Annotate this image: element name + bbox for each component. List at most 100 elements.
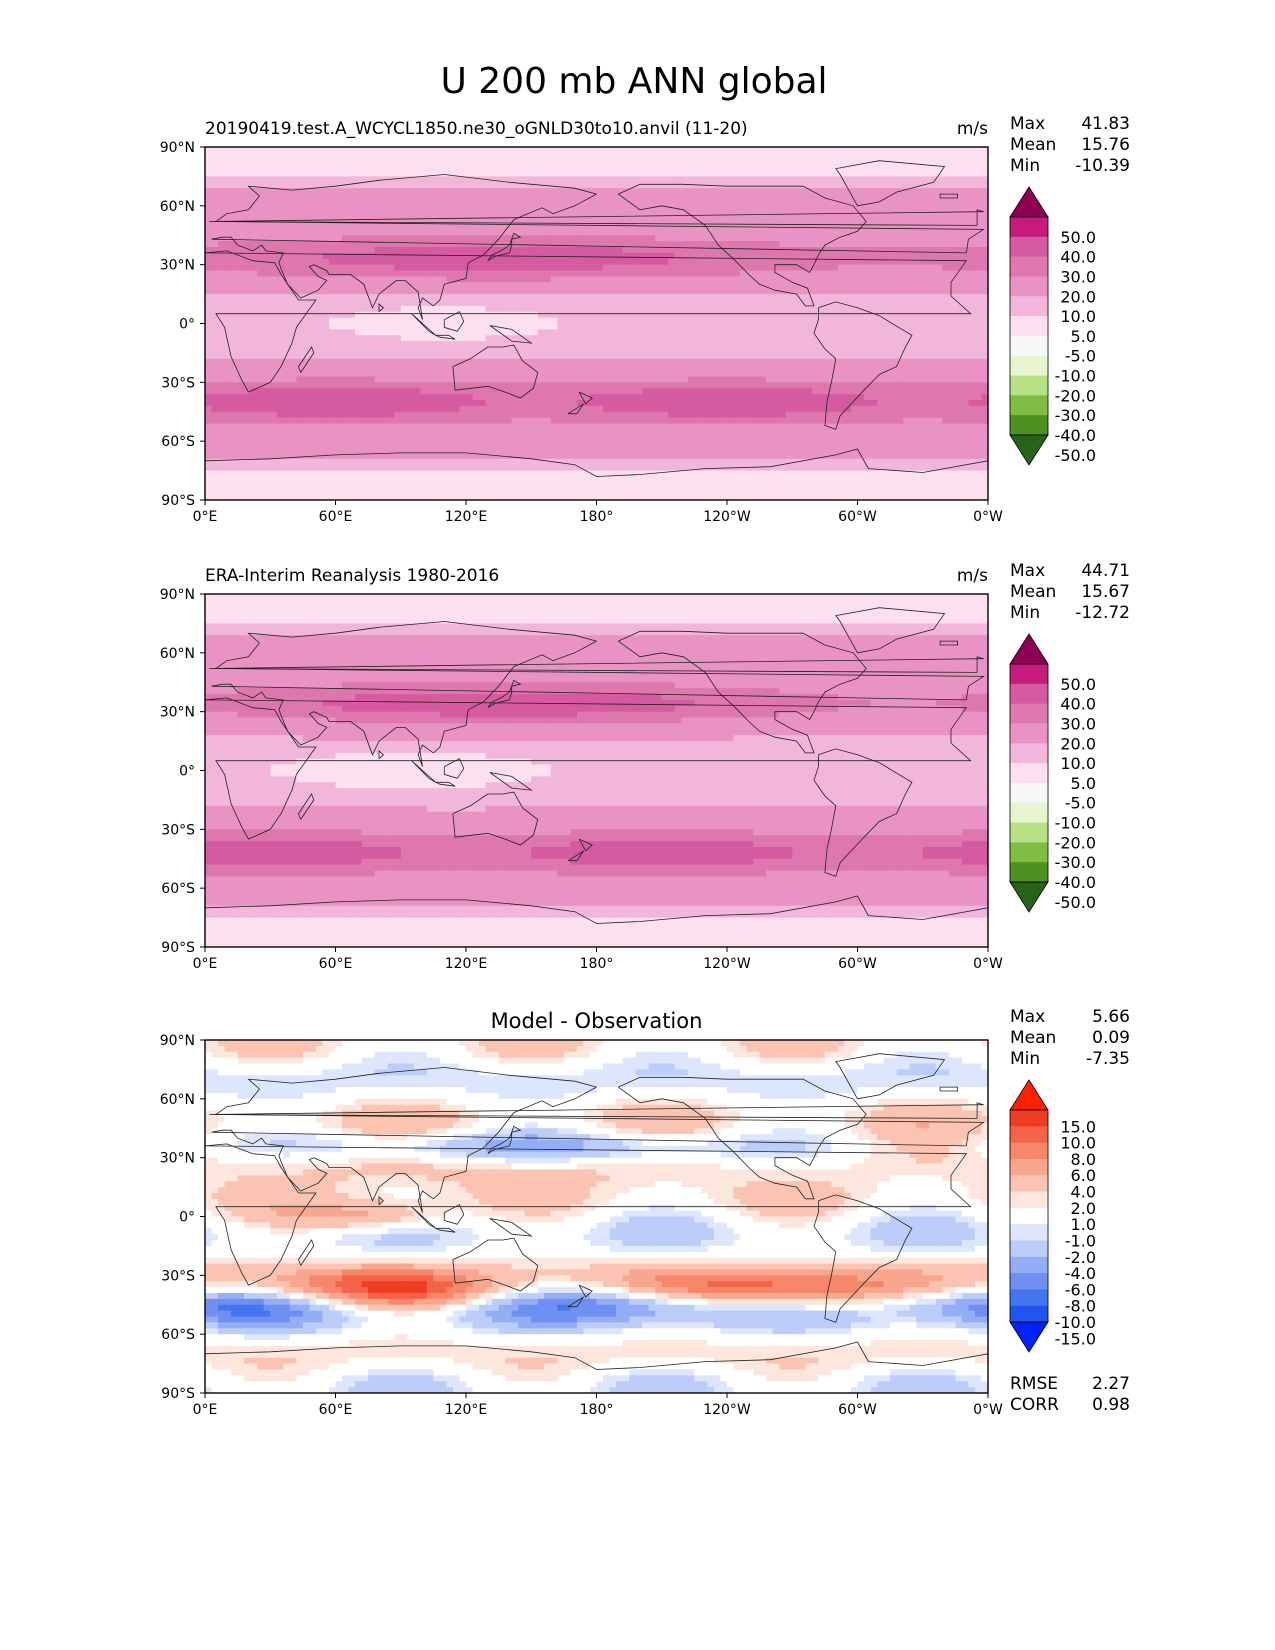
field-cell <box>727 335 735 342</box>
field-cell <box>596 252 604 260</box>
field-cell <box>211 276 219 283</box>
field-cell <box>348 199 356 207</box>
field-cell <box>550 382 558 389</box>
field-cell <box>459 158 467 166</box>
field-cell <box>557 382 565 389</box>
field-cell <box>713 164 722 172</box>
field-cell <box>563 341 572 348</box>
field-cell <box>929 370 937 378</box>
field-cell <box>563 370 572 378</box>
field-cell <box>622 264 630 272</box>
field-cell <box>779 158 787 166</box>
field-cell <box>648 223 656 230</box>
field-cell <box>922 205 930 213</box>
field-cell <box>472 152 480 160</box>
field-cell <box>740 323 748 330</box>
field-cell <box>870 258 878 266</box>
field-cell <box>877 199 885 207</box>
field-cell <box>394 158 402 166</box>
field-cell <box>655 323 663 330</box>
field-cell <box>563 352 572 360</box>
field-cell <box>700 270 709 278</box>
field-cell <box>746 288 754 295</box>
field-cell <box>622 158 630 166</box>
field-cell <box>387 152 395 160</box>
field-cell <box>420 276 428 283</box>
field-cell <box>903 188 911 195</box>
field-cell <box>394 364 402 372</box>
field-cell <box>433 252 441 260</box>
field-cell <box>818 176 826 183</box>
field-cell <box>968 270 976 278</box>
field-cell <box>733 288 741 295</box>
field-cell <box>968 170 976 178</box>
field-cell <box>452 235 461 242</box>
field-cell <box>648 341 656 348</box>
field-cell <box>420 364 428 372</box>
field-cell <box>250 282 258 289</box>
field-cell <box>870 170 878 178</box>
field-cell <box>328 335 337 342</box>
field-cell <box>609 311 617 319</box>
field-cell <box>413 270 421 278</box>
field-cell <box>492 164 500 172</box>
field-cell <box>727 147 735 154</box>
field-cell <box>700 382 709 389</box>
field-cell <box>929 194 937 201</box>
field-cell <box>981 370 988 378</box>
field-cell <box>276 352 284 360</box>
field-cell <box>459 217 467 225</box>
field-cell <box>342 382 350 389</box>
field-cell <box>355 229 363 236</box>
field-cell <box>968 229 976 236</box>
field-cell <box>648 247 656 254</box>
panels: 20190419.test.A_WCYCL1850.ne30_oGNLD30to… <box>160 114 1130 1418</box>
field-cell <box>596 182 604 189</box>
field-cell <box>864 199 872 207</box>
field-cell <box>818 229 826 236</box>
field-cell <box>505 323 513 330</box>
field-cell <box>296 164 304 172</box>
field-cell <box>766 364 774 372</box>
field-cell <box>270 158 278 166</box>
field-cell <box>315 305 324 313</box>
field-cell <box>753 288 761 295</box>
field-cell <box>524 235 532 242</box>
field-cell <box>681 235 689 242</box>
field-cell <box>648 264 656 272</box>
field-cell <box>629 323 637 330</box>
field-cell <box>583 323 591 330</box>
field-cell <box>211 152 219 160</box>
field-cell <box>276 194 284 201</box>
field-cell <box>929 147 937 154</box>
field-cell <box>531 294 539 301</box>
field-cell <box>616 217 624 225</box>
field-cell <box>231 358 239 366</box>
field-cell <box>381 170 389 178</box>
field-cell <box>713 288 722 295</box>
field-cell <box>857 352 865 360</box>
field-cell <box>335 335 343 342</box>
field-cell <box>968 152 976 160</box>
field-cell <box>498 276 506 283</box>
field-cell <box>205 258 213 266</box>
field-cell <box>276 317 284 325</box>
field-cell <box>583 376 591 383</box>
field-cell <box>909 282 917 289</box>
field-cell <box>537 347 545 354</box>
field-cell <box>557 276 565 283</box>
field-cell <box>877 147 885 154</box>
field-cell <box>550 294 558 301</box>
field-cell <box>674 358 682 366</box>
field-cell <box>603 170 611 178</box>
field-cell <box>537 341 545 348</box>
field-cell <box>289 305 297 313</box>
field-cell <box>589 152 598 160</box>
field-cell <box>707 235 715 242</box>
field-cell <box>694 235 702 242</box>
field-cell <box>883 352 891 360</box>
field-cell <box>224 358 232 366</box>
field-cell <box>511 352 519 360</box>
field-cell <box>661 188 669 195</box>
field-cell <box>485 199 493 207</box>
